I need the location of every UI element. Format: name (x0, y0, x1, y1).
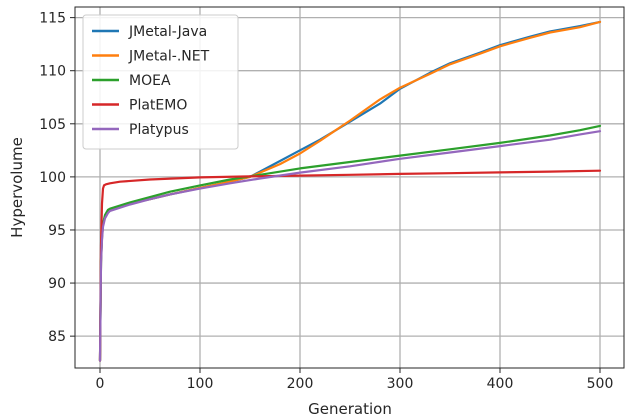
y-tick-label: 115 (39, 11, 66, 27)
plot-frame (74, 6, 625, 369)
x-tick-label: 100 (187, 376, 214, 392)
y-axis-label: Hypervolume (8, 137, 26, 238)
y-axis-ticks: 85 90 95 100 105 110 115 (39, 11, 75, 345)
y-tick-label: 85 (48, 329, 66, 345)
legend-entry: JMetal-.NET (128, 49, 210, 65)
series-line-4 (98, 130, 602, 362)
x-tick-label: 200 (287, 376, 314, 392)
y-tick-label: 110 (39, 64, 66, 80)
x-tick-label: 300 (387, 376, 414, 392)
series-line-3 (98, 169, 602, 362)
legend: JMetal-Java JMetal-.NET MOEA PlatEMO Platypu… (82, 14, 239, 150)
legend-entry: MOEA (129, 73, 171, 89)
y-tick-label: 100 (39, 170, 66, 186)
legend-entry: PlatEMO (129, 98, 187, 114)
series-lines (98, 20, 602, 362)
series-line-2 (98, 124, 602, 362)
x-axis-label: Generation (308, 400, 392, 418)
x-tick-label: 500 (587, 376, 614, 392)
legend-box (82, 14, 239, 150)
y-tick-label: 90 (48, 276, 66, 292)
y-tick-label: 105 (39, 117, 66, 133)
legend-entry: JMetal-Java (128, 24, 207, 40)
x-tick-label: 400 (487, 376, 514, 392)
legend-entry: Platypus (129, 122, 189, 138)
x-tick-label: 0 (96, 376, 105, 392)
y-tick-label: 95 (48, 223, 66, 239)
x-axis-ticks: 0 100 200 300 400 500 (96, 368, 614, 392)
